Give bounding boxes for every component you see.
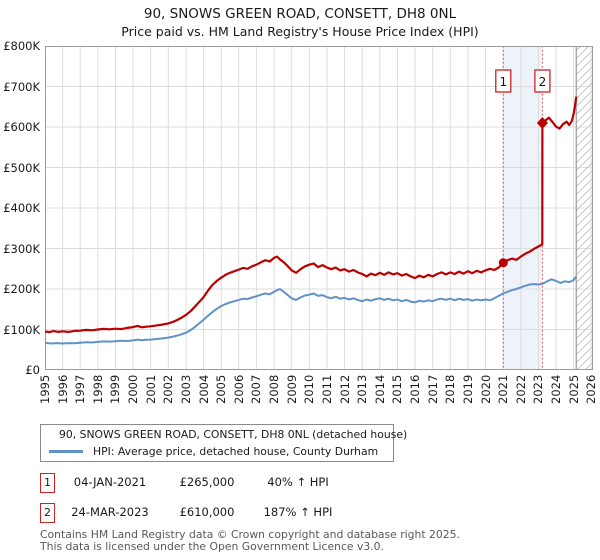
page-title: 90, SNOWS GREEN ROAD, CONSETT, DH8 0NL — [143, 6, 457, 22]
page-subtitle: Price paid vs. HM Land Registry's House … — [121, 24, 479, 39]
legend-label-hpi: HPI: Average price, detached house, Coun… — [93, 445, 379, 459]
x-tick-label: 1997 — [73, 374, 88, 404]
sale-2-label-box: 2 — [534, 69, 551, 93]
sale-2-price: £610,000 — [179, 505, 235, 519]
x-tick-label: 2010 — [302, 374, 317, 404]
x-tick-label: 2011 — [319, 374, 334, 404]
y-tick-label: £300K — [3, 241, 40, 256]
x-tick-label: 1996 — [55, 374, 70, 404]
x-tick-label: 2012 — [337, 374, 352, 404]
x-tick-label: 2016 — [408, 374, 423, 404]
x-tick-label: 2017 — [425, 374, 440, 404]
x-tick-label: 2025 — [566, 374, 581, 404]
x-tick-label: 2015 — [390, 374, 405, 404]
legend-item-hpi: HPI: Average price, detached house, Coun… — [41, 445, 393, 460]
x-tick-label: 2024 — [548, 374, 563, 404]
x-tick-label: 2004 — [196, 374, 211, 404]
svg-text:2: 2 — [539, 75, 547, 89]
x-tick-label: 2007 — [249, 374, 264, 404]
x-tick-label: 2022 — [513, 374, 528, 404]
y-tick-label: £0 — [25, 363, 40, 377]
x-tick-label: 2002 — [161, 374, 176, 404]
svg-text:1: 1 — [499, 75, 507, 89]
x-tick-label: 2014 — [372, 374, 387, 404]
plot-border — [45, 46, 593, 370]
sale-2-number-badge: 2 — [40, 503, 55, 523]
x-tick-label: 2009 — [284, 374, 299, 404]
gridlines — [45, 46, 593, 370]
x-tick-label: 2026 — [584, 374, 599, 404]
x-tick-label: 2020 — [478, 374, 493, 404]
price-chart-canvas: 1 2 — [45, 46, 593, 370]
y-tick-label: £600K — [3, 120, 40, 134]
series-line-hpi — [45, 275, 578, 345]
x-tick-label: 2019 — [460, 374, 475, 404]
sale-1-marker — [498, 258, 508, 268]
x-tick-label: 2018 — [443, 374, 458, 404]
legend-item-price-paid: 90, SNOWS GREEN ROAD, CONSETT, DH8 0NL (… — [41, 427, 407, 442]
y-tick-label: £400K — [3, 201, 40, 215]
x-tick-label: 1998 — [90, 374, 105, 404]
y-tick-label: £800K — [3, 39, 40, 53]
x-tick-label: 2006 — [231, 374, 246, 404]
sale-1-label-box: 1 — [495, 69, 512, 93]
sale-2-marker — [536, 117, 548, 129]
sale-2-date: 24-MAR-2023 — [71, 505, 149, 519]
license-footer: Contains HM Land Registry data © Crown c… — [40, 529, 580, 552]
x-tick-label: 2023 — [531, 374, 546, 404]
footer-line-2: This data is licensed under the Open Gov… — [40, 539, 384, 553]
y-tick-label: £100K — [3, 322, 40, 337]
sale-2-hpi-delta: 187% ↑ HPI — [263, 505, 333, 519]
x-tick-label: 2013 — [355, 374, 370, 404]
blue-line-swatch — [49, 450, 83, 454]
sale-1-hpi-delta: 40% ↑ HPI — [267, 475, 329, 489]
chart-legend: 90, SNOWS GREEN ROAD, CONSETT, DH8 0NL (… — [40, 424, 407, 462]
x-tick-label: 2021 — [496, 374, 511, 404]
sale-annotation-row-2: 2 24-MAR-2023 £610,000 187% ↑ HPI — [0, 503, 600, 525]
y-tick-label: £700K — [3, 79, 40, 94]
sale-1-number-badge: 1 — [40, 473, 55, 493]
x-tick-label: 2008 — [267, 374, 282, 404]
sale-1-price: £265,000 — [179, 475, 235, 489]
footer-line-1: Contains HM Land Registry data © Crown c… — [40, 528, 460, 541]
series-line-price-paid — [45, 96, 578, 334]
y-tick-label: £200K — [3, 282, 40, 296]
sale-1-date: 04-JAN-2021 — [73, 475, 147, 489]
y-tick-label: £500K — [3, 160, 40, 175]
x-tick-label: 1999 — [108, 374, 123, 404]
x-tick-label: 2005 — [214, 374, 229, 404]
sale-annotation-row-1: 1 04-JAN-2021 £265,000 40% ↑ HPI — [0, 473, 600, 495]
future-hatched-region — [576, 46, 593, 370]
x-tick-label: 2001 — [143, 374, 158, 404]
x-tick-label: 2003 — [178, 374, 193, 404]
x-tick-label: 2000 — [126, 374, 141, 404]
x-tick-label: 1995 — [38, 374, 52, 404]
legend-label-price-paid: 90, SNOWS GREEN ROAD, CONSETT, DH8 0NL (… — [59, 427, 408, 441]
